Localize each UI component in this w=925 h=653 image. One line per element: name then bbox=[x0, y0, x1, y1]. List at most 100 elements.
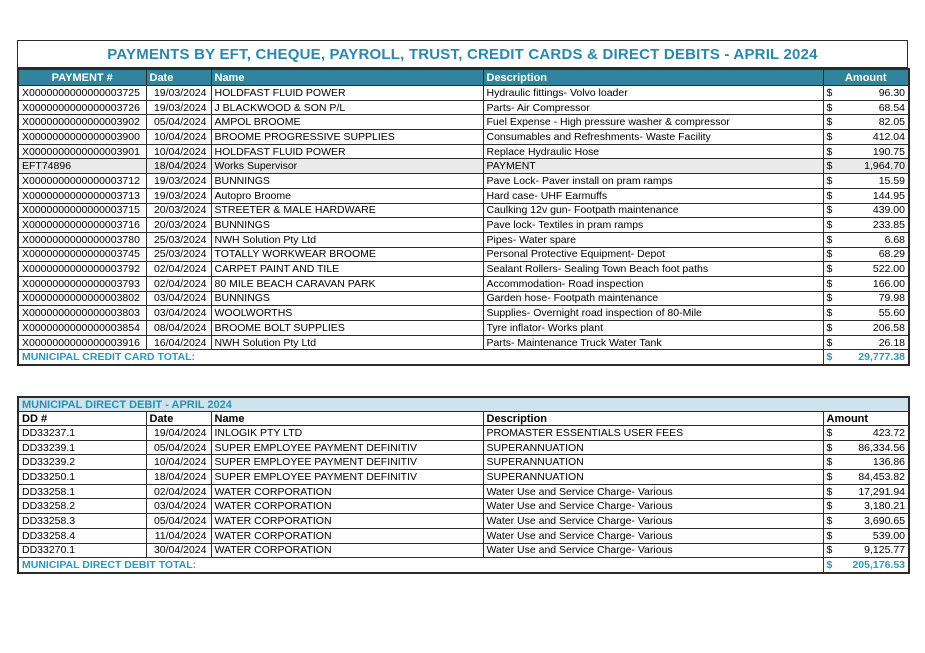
cell-name: SUPER EMPLOYEE PAYMENT DEFINITIV bbox=[210, 454, 484, 471]
amount-value: 82.05 bbox=[878, 116, 905, 129]
table-row: X0000000000000003713 19/03/2024 Autopro Br… bbox=[17, 187, 910, 204]
cell-date: 25/03/2024 bbox=[145, 231, 212, 248]
credit-card-payments-table: PAYMENT # Date Name Description Amount X… bbox=[17, 68, 910, 367]
amount-value: 84,453.82 bbox=[858, 470, 906, 483]
cell-date: 19/03/2024 bbox=[145, 99, 212, 116]
amount-value: 423.72 bbox=[872, 426, 906, 439]
cell-amount: $96.30 bbox=[822, 85, 910, 101]
cell-date: 02/04/2024 bbox=[145, 483, 212, 500]
amount-value: 26.18 bbox=[878, 336, 905, 349]
currency-symbol: $ bbox=[826, 514, 833, 527]
table-row: X0000000000000003712 19/03/2024 BUNNINGS Pa… bbox=[17, 173, 910, 189]
table-row: X0000000000000003901 10/04/2024 HOLDFAST F… bbox=[17, 143, 910, 160]
amount-value: 55.60 bbox=[878, 307, 905, 320]
cell-description: Sealant Rollers- Sealing Town Beach foot… bbox=[482, 261, 824, 277]
currency-symbol: $ bbox=[826, 219, 833, 232]
cell-id: X0000000000000003793 bbox=[17, 275, 147, 292]
currency-symbol: $ bbox=[826, 160, 833, 173]
cell-name: SUPER EMPLOYEE PAYMENT DEFINITIV bbox=[210, 439, 484, 456]
cell-date: 11/04/2024 bbox=[145, 527, 212, 544]
col-header-payment-number: PAYMENT # bbox=[17, 68, 147, 86]
amount-value: 86,334.56 bbox=[858, 441, 906, 454]
currency-symbol: $ bbox=[826, 456, 833, 469]
amount-value: 166.00 bbox=[872, 277, 905, 290]
cell-description: SUPERANNUATION bbox=[482, 469, 824, 485]
cell-name: HOLDFAST FLUID POWER bbox=[210, 143, 484, 160]
cell-name: BUNNINGS bbox=[210, 173, 484, 189]
amount-value: 3,690.65 bbox=[864, 514, 906, 527]
cell-amount: $79.98 bbox=[822, 290, 910, 307]
currency-symbol: $ bbox=[826, 233, 833, 246]
amount-value: 15.59 bbox=[878, 174, 905, 187]
cell-amount: $55.60 bbox=[822, 305, 910, 321]
table-row: X0000000000000003725 19/03/2024 HOLDFAST F… bbox=[17, 85, 910, 101]
cell-date: 02/04/2024 bbox=[145, 275, 212, 292]
currency-symbol: $ bbox=[826, 248, 833, 261]
currency-symbol: $ bbox=[826, 86, 833, 99]
cell-name: NWH Solution Pty Ltd bbox=[210, 231, 484, 248]
cell-description: Parts- Air Compressor bbox=[482, 99, 824, 116]
cell-description: Pave Lock- Paver install on pram ramps bbox=[482, 173, 824, 189]
col-header-amount: Amount bbox=[822, 411, 910, 426]
currency-symbol: $ bbox=[826, 189, 833, 202]
cell-amount: $82.05 bbox=[822, 114, 910, 131]
cell-amount: $3,180.21 bbox=[822, 498, 910, 515]
currency-symbol: $ bbox=[826, 130, 833, 143]
cell-name: WOOLWORTHS bbox=[210, 305, 484, 321]
cell-name: HOLDFAST FLUID POWER bbox=[210, 85, 484, 101]
cell-description: Parts- Maintenance Truck Water Tank bbox=[482, 334, 824, 351]
amount-value: 29,777.38 bbox=[858, 351, 905, 364]
cell-name: BROOME BOLT SUPPLIES bbox=[210, 320, 484, 336]
cell-amount: $15.59 bbox=[822, 173, 910, 189]
cell-name: INLOGIK PTY LTD bbox=[210, 425, 484, 441]
cell-amount: $206.58 bbox=[822, 320, 910, 336]
cell-description: SUPERANNUATION bbox=[482, 439, 824, 456]
amount-value: 522.00 bbox=[872, 263, 905, 276]
direct-debit-section: MUNICIPAL DIRECT DEBIT - APRIL 2024 DD #… bbox=[17, 396, 911, 575]
cell-amount: $190.75 bbox=[822, 143, 910, 160]
cell-description: Water Use and Service Charge- Various bbox=[482, 542, 824, 559]
cell-description: Hard case- UHF Earmuffs bbox=[482, 187, 824, 204]
amount-value: 205,176.53 bbox=[852, 559, 906, 572]
cell-amount: $412.04 bbox=[822, 129, 910, 145]
table-row: X0000000000000003793 02/04/2024 80 MILE BE… bbox=[17, 275, 910, 292]
table-row: DD33258.1 02/04/2024 WATER CORPORATION Wate… bbox=[17, 483, 910, 500]
cell-id: DD33250.1 bbox=[17, 469, 147, 485]
direct-debit-total-amount: $ 205,176.53 bbox=[822, 557, 910, 575]
amount-value: 3,180.21 bbox=[864, 500, 906, 513]
amount-value: 6.68 bbox=[884, 233, 905, 246]
cell-id: DD33258.1 bbox=[17, 483, 147, 500]
amount-value: 17,291.94 bbox=[858, 485, 906, 498]
currency-symbol: $ bbox=[826, 529, 833, 542]
cell-name: WATER CORPORATION bbox=[210, 527, 484, 544]
amount-value: 136.86 bbox=[872, 456, 906, 469]
currency-symbol: $ bbox=[826, 321, 833, 334]
table-row: DD33258.2 03/04/2024 WATER CORPORATION Wate… bbox=[17, 498, 910, 515]
currency-symbol: $ bbox=[826, 500, 833, 513]
cell-amount: $84,453.82 bbox=[822, 469, 910, 485]
cell-amount: $166.00 bbox=[822, 275, 910, 292]
cell-date: 08/04/2024 bbox=[145, 320, 212, 336]
cell-amount: $539.00 bbox=[822, 527, 910, 544]
credit-card-total-amount: $ 29,777.38 bbox=[822, 349, 910, 367]
table-row: X0000000000000003780 25/03/2024 NWH Soluti… bbox=[17, 231, 910, 248]
cell-id: X0000000000000003715 bbox=[17, 202, 147, 219]
cell-name: SUPER EMPLOYEE PAYMENT DEFINITIV bbox=[210, 469, 484, 485]
table-row: DD33237.1 19/04/2024 INLOGIK PTY LTD PROMAS… bbox=[17, 425, 910, 441]
cell-name: WATER CORPORATION bbox=[210, 483, 484, 500]
table-row: X0000000000000003726 19/03/2024 J BLACKWOO… bbox=[17, 99, 910, 116]
col-header-description: Description bbox=[482, 411, 824, 426]
table-row: DD33239.2 10/04/2024 SUPER EMPLOYEE PAYMEN… bbox=[17, 454, 910, 471]
currency-symbol: $ bbox=[826, 426, 833, 439]
col-header-name: Name bbox=[210, 411, 484, 426]
table-row: X0000000000000003802 03/04/2024 BUNNINGS Ga… bbox=[17, 290, 910, 307]
cell-description: Accommodation- Road inspection bbox=[482, 275, 824, 292]
cell-date: 20/03/2024 bbox=[145, 217, 212, 233]
cell-name: CARPET PAINT AND TILE bbox=[210, 261, 484, 277]
cell-date: 25/03/2024 bbox=[145, 246, 212, 263]
table-row: X0000000000000003792 02/04/2024 CARPET PAI… bbox=[17, 261, 910, 277]
table-row: EFT74896 18/04/2024 Works Supervisor PAYMEN… bbox=[17, 158, 910, 175]
table-row: X0000000000000003900 10/04/2024 BROOME PRO… bbox=[17, 129, 910, 145]
cell-name: 80 MILE BEACH CARAVAN PARK bbox=[210, 275, 484, 292]
